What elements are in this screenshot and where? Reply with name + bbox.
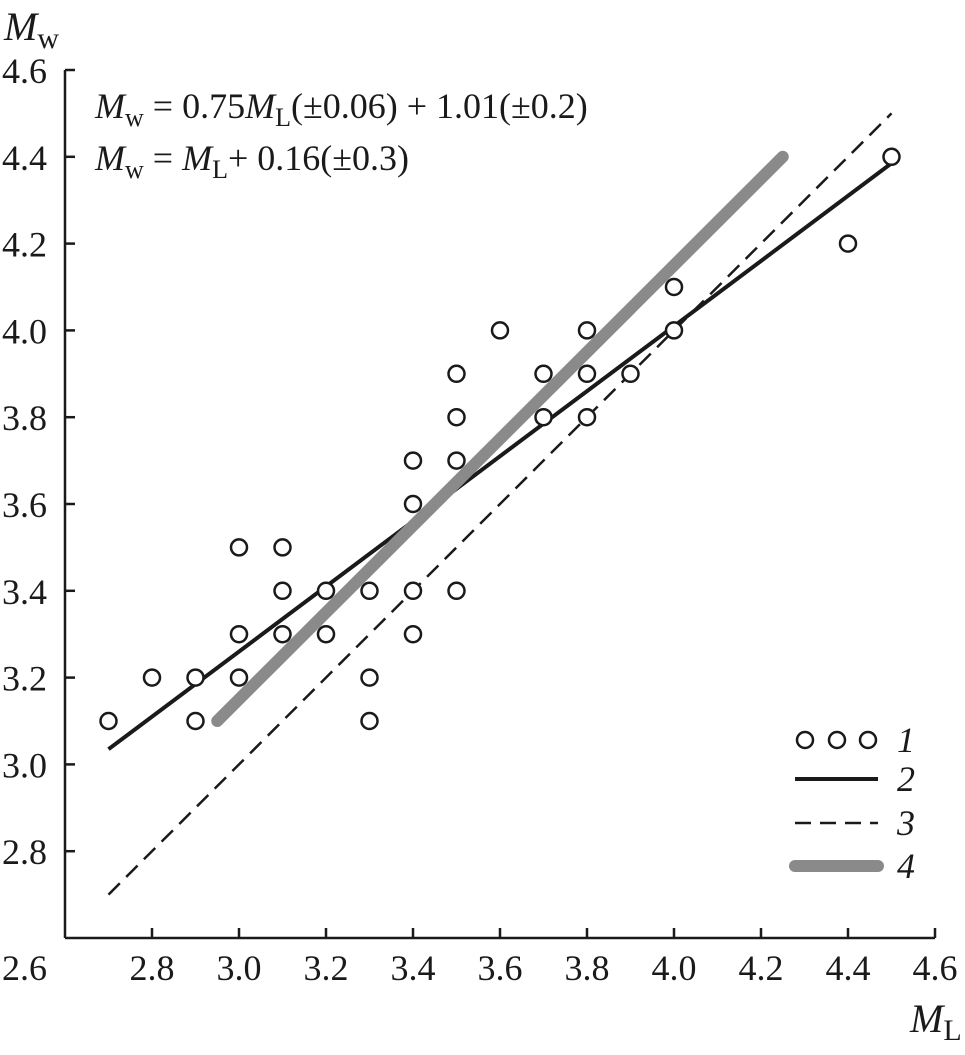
data-point bbox=[316, 624, 336, 644]
data-point bbox=[403, 451, 423, 470]
data-point bbox=[403, 624, 423, 644]
data-point bbox=[534, 364, 553, 384]
data-point bbox=[142, 668, 162, 687]
data-point bbox=[186, 668, 205, 687]
data-point bbox=[229, 668, 249, 687]
x-tick-label: 3.8 bbox=[565, 948, 610, 988]
data-point bbox=[360, 711, 379, 731]
data-point bbox=[577, 321, 597, 340]
eq1-lhs-sub: w bbox=[125, 103, 144, 132]
legend-item-2: 2 bbox=[795, 759, 915, 799]
eq1-lhs: M bbox=[94, 86, 127, 126]
data-point bbox=[490, 321, 510, 340]
y-tick-label: 3.8 bbox=[2, 398, 47, 438]
data-point bbox=[447, 407, 466, 427]
data-point bbox=[577, 407, 597, 427]
data-point bbox=[403, 581, 423, 601]
eq2-rest: + 0.16(±0.3) bbox=[228, 138, 409, 178]
x-tick-label: 3.0 bbox=[217, 948, 262, 988]
x-tick-label: 4.2 bbox=[739, 948, 784, 988]
equation-2: Mw = ML+ 0.16(±0.3) bbox=[94, 138, 409, 184]
data-point bbox=[882, 147, 901, 167]
x-tick-label: 4.6 bbox=[913, 948, 958, 988]
y-tick-label: 4.6 bbox=[2, 51, 47, 91]
data-point bbox=[447, 451, 466, 470]
data-point bbox=[664, 321, 684, 340]
data-point bbox=[621, 364, 640, 384]
y-tick-label: 4.0 bbox=[2, 311, 47, 351]
eq1-var-sub: L bbox=[275, 103, 291, 132]
legend-item-1: 1 bbox=[795, 720, 915, 760]
data-point bbox=[838, 234, 858, 253]
y-tick-label: 4.2 bbox=[2, 225, 47, 265]
y-axis-title: Mw bbox=[3, 4, 59, 55]
legend-label-2: 2 bbox=[897, 759, 915, 799]
y-tick-group: 2.8 3.0 3.2 3.4 3.6 3.8 4.0 4.2 4.4 4.6 bbox=[2, 51, 75, 872]
y-tick-label: 3.0 bbox=[2, 745, 47, 785]
eq2-lhs-sub: w bbox=[125, 155, 144, 184]
fit-line-2 bbox=[107, 161, 893, 751]
fit-line-4 bbox=[211, 150, 789, 727]
legend: 1 2 3 4 bbox=[789, 720, 915, 886]
legend-item-4: 4 bbox=[789, 846, 915, 886]
data-point bbox=[534, 407, 553, 427]
y-tick-label: 3.6 bbox=[2, 485, 47, 525]
data-point bbox=[447, 581, 466, 601]
data-point bbox=[577, 364, 597, 384]
x-tick-label: 2.6 bbox=[2, 948, 47, 988]
data-point bbox=[273, 581, 292, 601]
eq1-rest: (±0.06) + 1.01(±0.2) bbox=[291, 86, 588, 126]
data-point bbox=[273, 538, 292, 557]
data-points-group bbox=[99, 147, 901, 731]
legend-marker-circle-b bbox=[827, 730, 847, 750]
eq2-lhs: M bbox=[94, 138, 127, 178]
y-axis-title-main: M bbox=[3, 4, 40, 49]
data-point bbox=[316, 581, 336, 601]
data-point bbox=[360, 581, 379, 601]
x-tick-label: 3.6 bbox=[478, 948, 523, 988]
data-point bbox=[403, 494, 423, 514]
x-tick-label: 3.4 bbox=[391, 948, 436, 988]
x-tick-label: 3.2 bbox=[304, 948, 349, 988]
legend-label-3: 3 bbox=[896, 803, 915, 843]
data-point bbox=[229, 624, 249, 644]
legend-label-4: 4 bbox=[897, 846, 915, 886]
eq2-eq: = bbox=[144, 138, 182, 178]
y-tick-label: 3.4 bbox=[2, 572, 47, 612]
eq2-var-sub: L bbox=[212, 155, 228, 184]
legend-marker-circle-c bbox=[858, 730, 878, 750]
data-point bbox=[447, 364, 466, 384]
data-point bbox=[186, 711, 205, 731]
x-axis-title-sub: L bbox=[943, 1014, 961, 1047]
eq2-var: M bbox=[181, 138, 214, 178]
x-tick-label: 4.4 bbox=[826, 948, 871, 988]
legend-label-1: 1 bbox=[897, 720, 915, 760]
data-point bbox=[229, 538, 249, 557]
x-axis-title-main: M bbox=[909, 996, 946, 1041]
x-tick-label: 4.0 bbox=[652, 948, 697, 988]
eq1-eq: = 0.75 bbox=[144, 86, 245, 126]
fit-line-3 bbox=[107, 112, 893, 896]
fit-lines-group bbox=[107, 112, 893, 896]
data-point bbox=[99, 711, 118, 731]
data-point bbox=[664, 277, 684, 297]
x-tick-label: 2.8 bbox=[130, 948, 175, 988]
legend-item-3: 3 bbox=[795, 803, 915, 843]
legend-marker-circle-a bbox=[795, 730, 815, 750]
y-tick-label: 2.8 bbox=[2, 832, 47, 872]
eq1-var: M bbox=[244, 86, 277, 126]
y-tick-label: 4.4 bbox=[2, 138, 47, 178]
equation-1: Mw = 0.75ML(±0.06) + 1.01(±0.2) bbox=[94, 86, 588, 132]
x-axis-title: ML bbox=[909, 996, 962, 1047]
y-axis-title-sub: w bbox=[37, 22, 59, 55]
x-tick-group: 2.6 2.8 3.0 3.2 3.4 3.6 3.8 4.0 4.2 4.4 4.6 bbox=[2, 928, 958, 988]
y-tick-label: 3.2 bbox=[2, 659, 47, 699]
data-point bbox=[273, 624, 292, 644]
data-point bbox=[360, 668, 379, 687]
